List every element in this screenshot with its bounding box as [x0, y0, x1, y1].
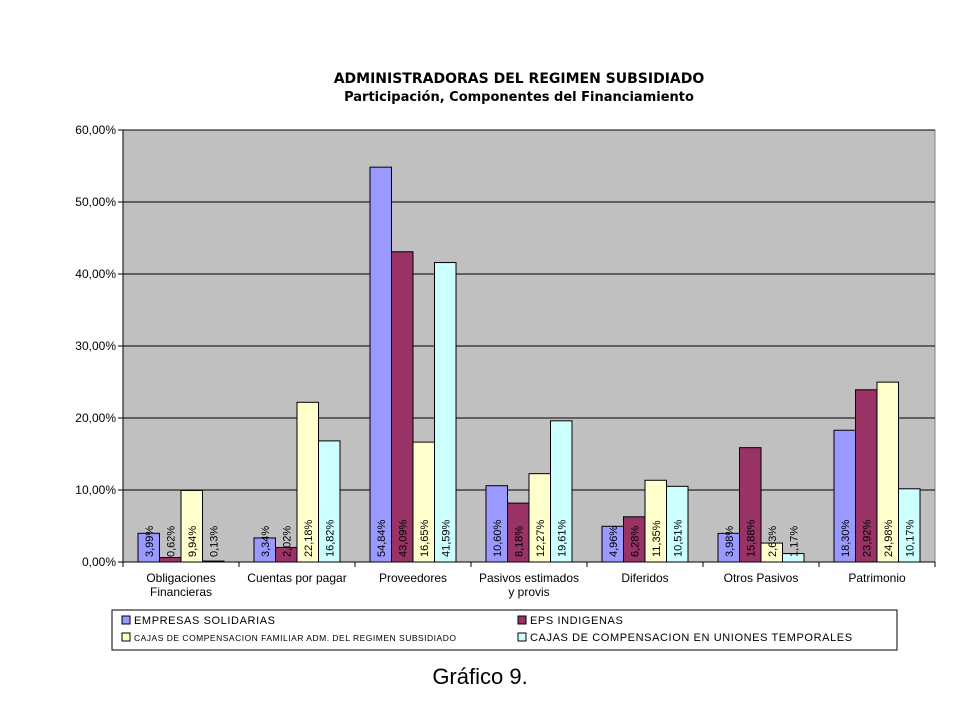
legend-swatch: [121, 632, 131, 642]
bar: [369, 166, 392, 563]
data-label: 16,82%: [324, 519, 336, 557]
data-label: 3,99%: [144, 526, 156, 557]
bar: [391, 251, 414, 563]
x-tick-label: Otros Pasivos: [724, 571, 799, 585]
legend-label: CAJAS DE COMPENSACION EN UNIONES TEMPORA…: [530, 632, 853, 644]
data-label: 23,92%: [861, 519, 873, 557]
chart-subtitle: Participación, Componentes del Financiam…: [344, 90, 694, 105]
x-tick-label: y provis: [508, 585, 549, 599]
data-label: 22,18%: [303, 519, 315, 557]
data-label: 3,98%: [724, 526, 736, 557]
bars: [137, 166, 921, 563]
legend-label: EMPRESAS SOLIDARIAS: [134, 615, 276, 627]
x-tick-label: Proveedores: [379, 571, 447, 585]
legend-label: CAJAS DE COMPENSACION FAMILIAR ADM. DEL …: [134, 633, 456, 643]
data-labels: 3,99% 0,62% 9,94% 0,13% 3,34% 2,02% 22,18% 16,8…: [144, 519, 917, 557]
data-label: 24,98%: [883, 519, 895, 557]
data-label: 3,34%: [260, 526, 272, 557]
figure-caption: Gráfico 9.: [432, 664, 528, 689]
chart-title: ADMINISTRADORAS DEL REGIMEN SUBSIDIADO: [334, 71, 705, 87]
data-label: 6,28%: [629, 526, 641, 557]
y-tick-label: 60,00%: [75, 123, 116, 137]
data-label: 2,63%: [767, 526, 779, 557]
legend: EMPRESAS SOLIDARIAS EPS INDIGENAS CAJAS DE…: [111, 609, 898, 651]
x-tick-label: Cuentas por pagar: [247, 571, 346, 585]
x-tick-label: Patrimonio: [848, 571, 906, 585]
data-label: 9,94%: [187, 526, 199, 557]
data-label: 0,13%: [208, 526, 220, 557]
y-tick-label: 0,00%: [82, 555, 116, 569]
x-tick-label: Financieras: [150, 585, 212, 599]
data-label: 8,18%: [513, 526, 525, 557]
data-label: 41,59%: [440, 519, 452, 557]
x-tick-label: Pasivos estimados: [479, 571, 579, 585]
data-label: 16,65%: [419, 519, 431, 557]
data-label: 10,51%: [672, 519, 684, 557]
legend-swatch: [517, 615, 527, 625]
legend-box: [111, 609, 898, 651]
data-label: 15,88%: [745, 519, 757, 557]
data-label: 0,62%: [165, 526, 177, 557]
bar-chart: ADMINISTRADORAS DEL REGIMEN SUBSIDIADO P…: [75, 71, 936, 651]
legend-swatch: [121, 615, 131, 625]
legend-swatch: [517, 632, 527, 642]
data-label: 19,61%: [556, 519, 568, 557]
data-label: 43,09%: [397, 519, 409, 557]
data-label: 2,02%: [281, 526, 293, 557]
y-axis: 0,00% 10,00% 20,00% 30,00% 40,00% 50,00% 60,00…: [75, 123, 124, 569]
data-label: 12,27%: [535, 519, 547, 557]
y-tick-label: 10,00%: [75, 483, 116, 497]
y-tick-label: 40,00%: [75, 267, 116, 281]
data-label: 54,84%: [376, 519, 388, 557]
data-label: 4,96%: [608, 526, 620, 557]
x-tick-label: Obligaciones: [146, 571, 215, 585]
y-tick-label: 50,00%: [75, 195, 116, 209]
y-tick-label: 20,00%: [75, 411, 116, 425]
x-tick-label: Diferidos: [621, 571, 668, 585]
bar: [159, 557, 182, 563]
data-label: 10,17%: [904, 519, 916, 557]
y-tick-label: 30,00%: [75, 339, 116, 353]
data-label: 1,17%: [788, 526, 800, 557]
data-label: 10,60%: [492, 519, 504, 557]
legend-label: EPS INDIGENAS: [530, 615, 623, 627]
data-label: 18,30%: [840, 519, 852, 557]
bar: [434, 262, 457, 563]
data-label: 11,35%: [651, 520, 663, 557]
